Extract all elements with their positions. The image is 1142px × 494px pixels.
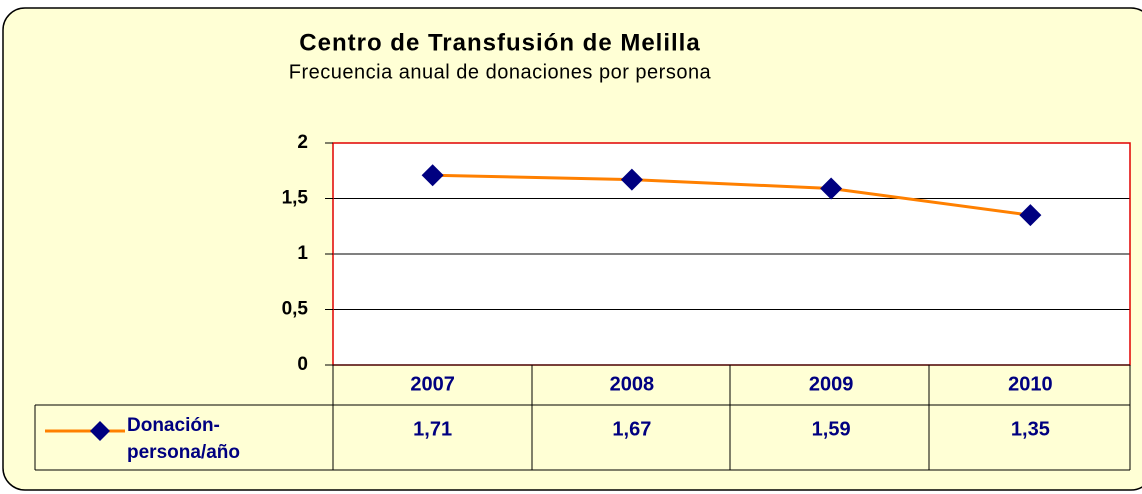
legend-marker (90, 421, 110, 441)
x-tick-label: 2009 (809, 373, 854, 395)
legend-label: Donación-persona/año (127, 415, 240, 463)
data-table-value: 1,35 (1011, 418, 1050, 440)
data-table-value: 1,71 (413, 418, 452, 440)
line-marker (1019, 204, 1042, 227)
y-tick-label: 1,5 (282, 188, 309, 209)
data-table-value: 1,67 (612, 418, 651, 440)
line-series (432, 173, 1031, 217)
y-tick-label: 0,5 (282, 299, 309, 320)
y-tick-label: 0 (297, 354, 308, 375)
data-table-value: 1,59 (812, 418, 851, 440)
y-tick-label: 1 (297, 243, 308, 264)
data-table-grid (34, 364, 1131, 471)
x-tick-label: 2007 (410, 373, 455, 395)
chart-subtitle: Frecuencia anual de donaciones por perso… (289, 61, 712, 83)
x-tick-label: 2010 (1008, 373, 1053, 395)
chart-title: Centro de Transfusión de Melilla (299, 29, 700, 56)
line-marker (620, 168, 643, 191)
x-tick-label: 2008 (610, 373, 655, 395)
line-marker (421, 164, 444, 187)
y-tick-label: 2 (297, 132, 308, 153)
line-marker (820, 177, 843, 200)
